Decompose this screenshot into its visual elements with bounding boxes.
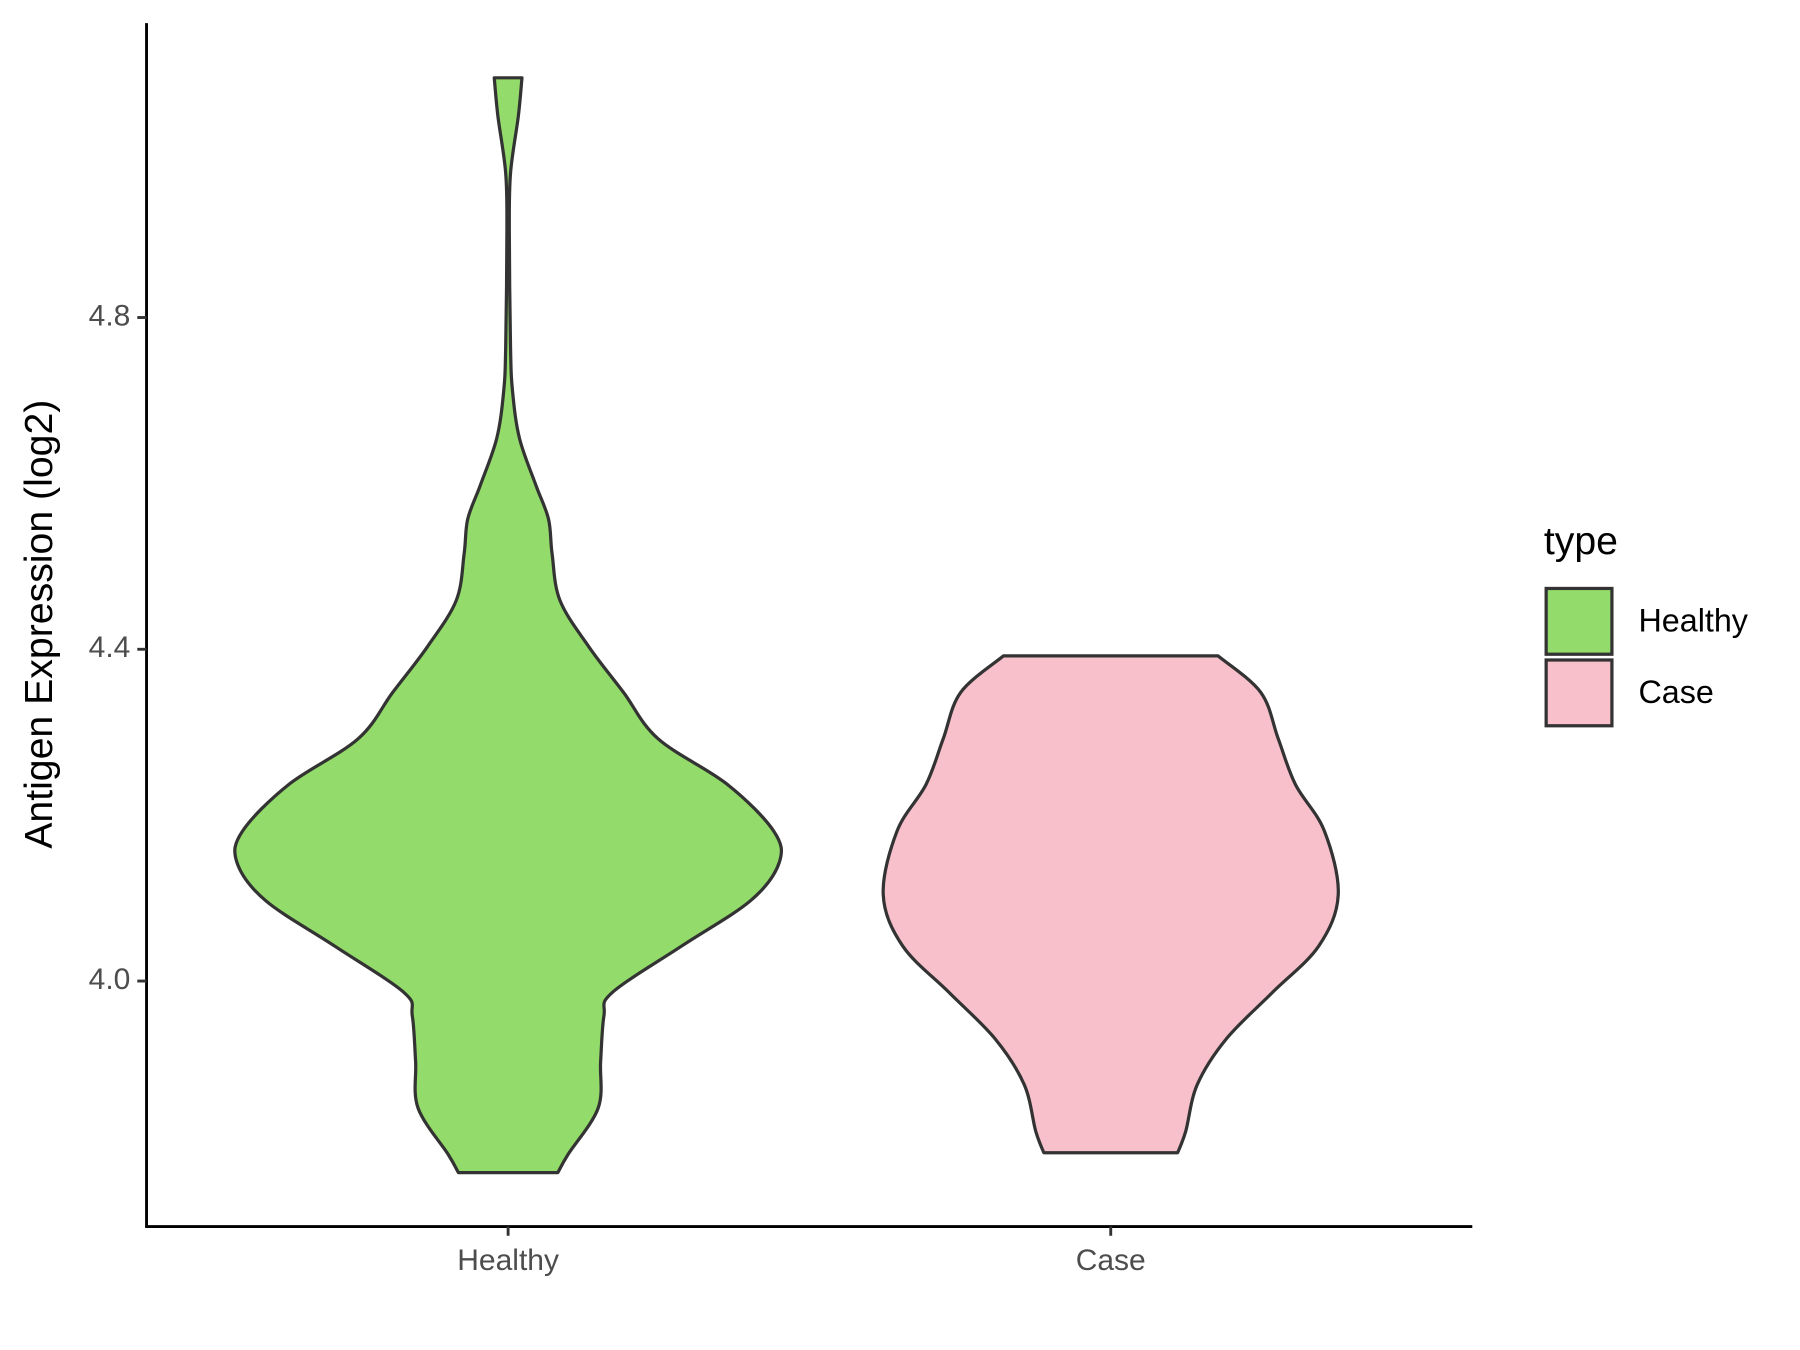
legend-label: Healthy <box>1638 603 1748 639</box>
y-tick-label: 4.0 <box>89 963 131 996</box>
x-tick-label: Healthy <box>457 1244 559 1277</box>
y-tick-label: 4.8 <box>89 299 131 332</box>
y-tick-label: 4.4 <box>89 631 131 664</box>
legend-key <box>1544 658 1614 728</box>
x-tick-label: Case <box>1076 1244 1146 1277</box>
legend-title: type <box>1544 519 1618 563</box>
legend-key <box>1544 586 1614 656</box>
legend-label: Case <box>1638 674 1713 710</box>
y-axis-title: Antigen Expression (log2) <box>17 400 61 849</box>
violin <box>233 76 784 1175</box>
violin <box>881 654 1340 1155</box>
